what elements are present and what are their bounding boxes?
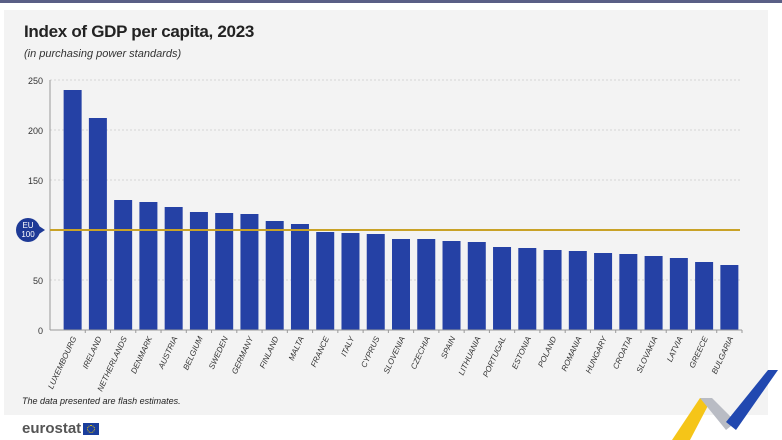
eu-badge <box>16 218 40 242</box>
bar-ireland <box>88 118 107 330</box>
bar-italy <box>341 233 360 330</box>
bar-austria <box>164 207 183 330</box>
bar-hungary <box>594 253 613 330</box>
x-tick-label: CZECHIA <box>409 335 432 371</box>
x-tick-label: FRANCE <box>309 334 331 368</box>
decor-yellow-stripe <box>672 398 712 440</box>
x-tick-label: SLOVENIA <box>382 335 407 375</box>
x-tick-label: SLOVAKIA <box>635 335 660 374</box>
bar-netherlands <box>114 200 133 330</box>
eu-badge-value: 100 <box>21 230 35 239</box>
eu-badge-label: EU <box>22 221 33 230</box>
footnote: The data presented are flash estimates. <box>22 396 181 406</box>
decor-blue-stripe <box>726 370 778 430</box>
x-tick-label: DENMARK <box>129 334 154 375</box>
x-tick-label: CROATIA <box>611 335 634 370</box>
x-tick-label: ROMANIA <box>560 335 584 373</box>
bar-croatia <box>619 254 638 330</box>
x-tick-label: PORTUGAL <box>481 335 508 379</box>
y-tick-label: 250 <box>28 76 43 86</box>
bar-greece <box>695 262 714 330</box>
x-tick-label: IRELAND <box>81 335 104 370</box>
chart-subtitle: (in purchasing power standards) <box>24 48 182 60</box>
x-tick-label: GERMANY <box>230 334 256 375</box>
x-tick-label: POLAND <box>536 335 558 369</box>
bar-slovenia <box>392 239 410 330</box>
bar-spain <box>442 241 461 330</box>
bar-slovakia <box>644 256 663 330</box>
x-tick-label: LUXEMBOURG <box>46 335 78 390</box>
y-tick-label: 50 <box>33 276 43 286</box>
y-tick-label: 200 <box>28 126 43 136</box>
bar-lithuania <box>467 242 486 330</box>
top-strip <box>0 0 782 3</box>
bar-czechia <box>417 239 436 330</box>
bar-denmark <box>139 202 158 330</box>
x-tick-label: ITALY <box>339 334 356 357</box>
logo-text: eurostat <box>22 420 82 437</box>
bar-sweden <box>215 213 234 330</box>
eu-flag-icon <box>83 422 100 435</box>
x-tick-label: BELGIUM <box>181 335 205 372</box>
y-tick-label: 0 <box>38 326 43 336</box>
x-tick-label: AUSTRIA <box>156 335 179 371</box>
y-tick-label: 150 <box>28 176 43 186</box>
x-tick-label: SPAIN <box>439 335 457 360</box>
bar-estonia <box>518 248 537 330</box>
bar-belgium <box>189 212 208 330</box>
bar-france <box>316 232 335 330</box>
bar-portugal <box>493 247 512 330</box>
bar-germany <box>240 214 259 330</box>
bar-romania <box>568 251 587 330</box>
bar-luxembourg <box>63 90 82 330</box>
x-tick-label: LATVIA <box>665 335 685 363</box>
eu-badge-pointer <box>39 226 45 234</box>
x-tick-label: ESTONIA <box>510 335 533 371</box>
bar-finland <box>265 221 284 330</box>
bar-malta <box>290 224 309 330</box>
chart-title: Index of GDP per capita, 2023 <box>24 22 255 41</box>
x-tick-label: SWEDEN <box>207 335 230 371</box>
bar-latvia <box>669 258 688 330</box>
x-tick-label: HUNGARY <box>584 334 609 374</box>
x-tick-label: FINLAND <box>258 335 281 370</box>
x-tick-label: MALTA <box>287 335 306 362</box>
x-tick-label: BULGARIA <box>710 335 735 375</box>
bar-cyprus <box>366 234 385 330</box>
eurostat-logo: eurostat <box>22 420 100 437</box>
x-tick-label: LITHUANIA <box>457 335 483 377</box>
x-tick-label: CYPRUS <box>359 334 382 369</box>
x-tick-label: GREECE <box>687 334 710 369</box>
bar-bulgaria <box>720 265 739 330</box>
bar-poland <box>543 250 562 330</box>
